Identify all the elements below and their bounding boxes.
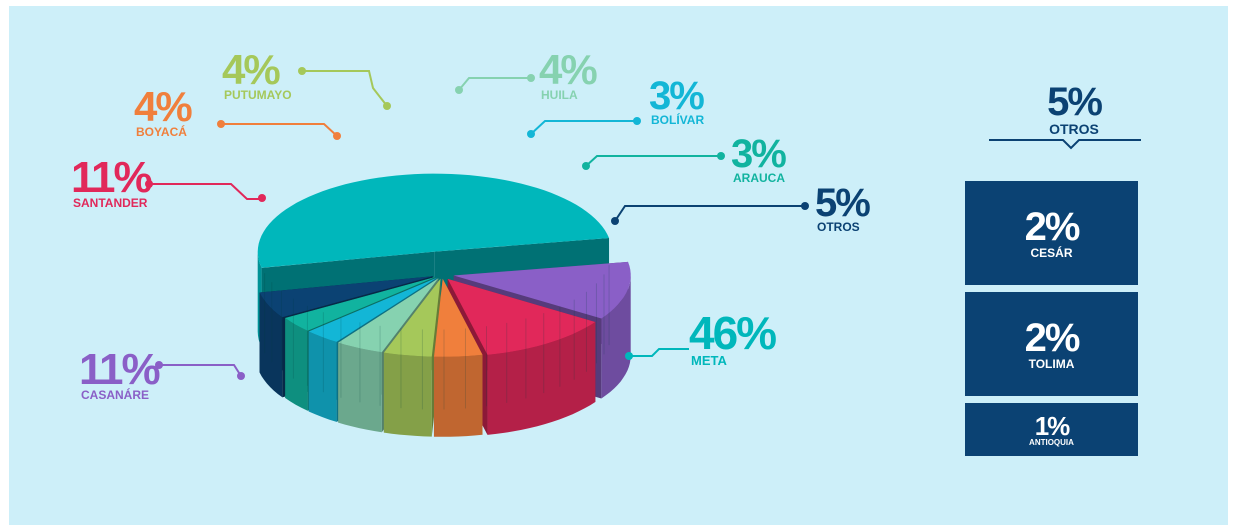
otros-item-tolima: 2% TOLIMA [965,292,1138,396]
slice-name-label: META [691,353,727,368]
slice-name-label: HUILA [541,88,578,102]
slice-value-label: 4% [539,46,597,93]
slice-wall [601,275,631,399]
leader-dot [455,86,463,94]
otros-breakdown-header: 5% OTROS [1019,82,1129,136]
slice-value-label: 3% [731,132,786,176]
leader-line [629,348,689,357]
otros-item-value: 1% [1034,410,1071,441]
slice-top [257,173,609,268]
pie-chart: 46%META11%CASANÁRE11%SANTANDER4%BOYACÁ4%… [71,46,1141,437]
slice-name-label: SANTANDER [73,196,148,210]
leader-dot [582,162,590,170]
slice-value-label: 46% [689,307,776,359]
slice-name-label: OTROS [817,220,860,234]
pie-slice-putumayo [383,278,441,437]
leader-line [159,364,242,377]
leader-dot [801,202,809,210]
slice-name-label: BOLÍVAR [651,112,704,127]
leader-dot [155,361,163,369]
leader-line [530,120,637,135]
slice-value-label: 4% [134,83,192,130]
leader-line [302,70,388,107]
leader-dot [633,117,641,125]
slice-labels: 46%META11%CASANÁRE11%SANTANDER4%BOYACÁ4%… [71,46,872,402]
slice-name-label: CASANÁRE [81,387,149,402]
slice-wall [338,342,382,433]
pie-slice-santander [447,278,596,435]
slice-top [338,278,439,353]
leader-dot [237,372,245,380]
leader-dot [258,194,266,202]
otros-item-label: CESÁR [1030,246,1073,260]
slice-top [434,278,483,357]
slice-name-label: ARAUCA [733,171,785,185]
slice-name-label: PUTUMAYO [224,88,292,102]
leader-dot [625,352,633,360]
slice-wall [285,318,308,411]
leader-line [614,205,805,222]
otros-item-value: 2% [1024,316,1081,360]
slice-wall [259,292,283,398]
chart-canvas: 46% META 11% CASANÁRE 11% SANTANDER 4% BOYACÁ 4%… [9,6,1228,525]
otros-item-cesar: 2% CESÁR [965,181,1138,285]
slice-top [447,278,596,355]
leader-dot [298,67,306,75]
otros-header-value: 5% [1047,80,1103,124]
leader-line [458,77,531,91]
leader-dot [717,152,725,160]
slice-value-label: 5% [815,181,870,225]
slice-wall [487,322,596,435]
slice-value-label: 3% [649,74,704,118]
meta-wall-stripes [264,265,610,410]
leader-line [221,123,338,137]
slice-value-label: 4% [222,46,280,93]
otros-header-label: OTROS [1049,121,1099,137]
slice-value-label: 11% [71,153,152,202]
leader-dot [217,120,225,128]
leader-dot [333,132,341,140]
slice-top [308,277,437,342]
slice-wall [383,352,432,437]
slice-top [259,276,433,318]
otros-item-label: ANTIOQUIA [1029,437,1074,447]
pie-walls [257,173,631,437]
otros-item-antioquia: 1% ANTIOQUIA [965,403,1138,456]
slice-name-label: BOYACÁ [136,124,187,139]
leader-dot [527,130,535,138]
slice-value-label: 11% [79,345,160,394]
slice-top [285,276,436,331]
pie-slice-boyaca [433,278,483,437]
slice-top [383,278,441,357]
slice-top [453,261,631,319]
leader-dot [611,217,619,225]
slice-wall [308,331,337,422]
otros-divider [989,139,1141,150]
leader-dot [383,102,391,110]
leader-dot [527,74,535,82]
otros-item-value: 2% [1024,205,1081,249]
leader-line [585,155,721,167]
slice-wall [434,354,483,437]
leader-dot [145,180,153,188]
otros-item-label: TOLIMA [1028,357,1075,371]
leader-line [149,183,262,200]
